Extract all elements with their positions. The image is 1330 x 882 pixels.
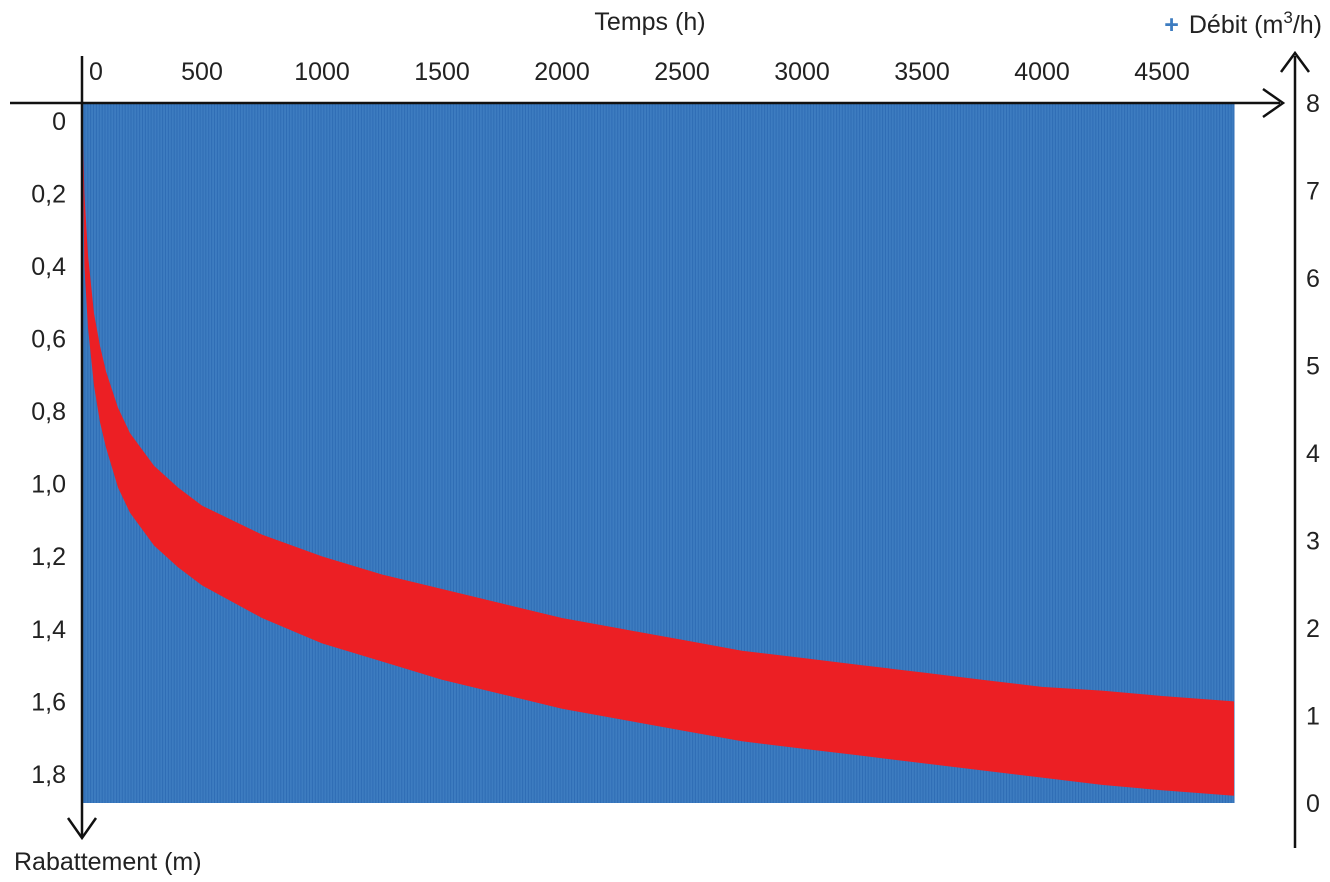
x-tick-label: 4000: [1014, 58, 1070, 86]
left-y-tick-label: 0,2: [31, 181, 66, 209]
right-y-axis-title-superscript: 3: [1283, 8, 1292, 27]
right-y-tick-label: 1: [1306, 703, 1320, 731]
x-tick-label: 3000: [774, 58, 830, 86]
plot-area: [81, 103, 1235, 803]
left-y-tick-label: 1,4: [31, 616, 66, 644]
left-y-tick-label: 1,6: [31, 688, 66, 716]
rabattement-band: [82, 103, 1234, 796]
left-y-tick-label: 0,8: [31, 398, 66, 426]
x-tick-label: 2000: [534, 58, 590, 86]
series-rabattement: [82, 103, 1234, 796]
x-tick-label: 0: [89, 58, 103, 86]
x-tick-label: 4500: [1134, 58, 1190, 86]
right-y-axis-arrow: [1279, 50, 1311, 73]
x-tick-label: 3500: [894, 58, 950, 86]
right-y-tick-label: 8: [1306, 90, 1320, 118]
right-y-tick-label: 6: [1306, 265, 1320, 293]
right-y-tick-label: 3: [1306, 528, 1320, 556]
x-axis-title: Temps (h): [594, 8, 705, 36]
left-y-tick-labels: 0 0,2 0,4 0,6 0,8 1,0 1,2 1,4 1,6 1,8: [31, 108, 66, 789]
right-y-axis-title: + Débit (m3/h): [1164, 8, 1322, 39]
left-y-axis-title: Rabattement (m): [14, 848, 202, 876]
x-axis-arrow: [1262, 87, 1286, 119]
left-y-tick-label: 0: [52, 108, 66, 136]
right-y-tick-label: 7: [1306, 178, 1320, 206]
left-y-tick-label: 1,8: [31, 761, 66, 789]
right-y-axis-title-prefix: Débit (m: [1189, 11, 1283, 39]
right-y-tick-label: 2: [1306, 615, 1320, 643]
right-y-tick-label: 4: [1306, 440, 1320, 468]
left-y-tick-label: 1,2: [31, 543, 66, 571]
axes: [10, 50, 1311, 848]
right-y-tick-label: 0: [1306, 790, 1320, 818]
x-tick-label: 2500: [654, 58, 710, 86]
x-tick-label: 1500: [414, 58, 470, 86]
left-y-tick-label: 0,4: [31, 253, 66, 281]
x-tick-label: 500: [181, 58, 223, 86]
x-tick-labels: 0 500 1000 1500 2000 2500 3000 3500 4000 4500: [89, 58, 1190, 86]
x-tick-label: 1000: [294, 58, 350, 86]
right-y-axis-title-suffix: /h): [1293, 11, 1322, 39]
right-y-tick-labels: 0 1 2 3 4 5 6 7 8: [1306, 90, 1320, 818]
left-y-axis-arrow: [66, 817, 98, 841]
left-y-tick-label: 0,6: [31, 326, 66, 354]
legend-marker: +: [1164, 11, 1179, 39]
right-y-tick-label: 5: [1306, 353, 1320, 381]
left-y-tick-label: 1,0: [31, 471, 66, 499]
